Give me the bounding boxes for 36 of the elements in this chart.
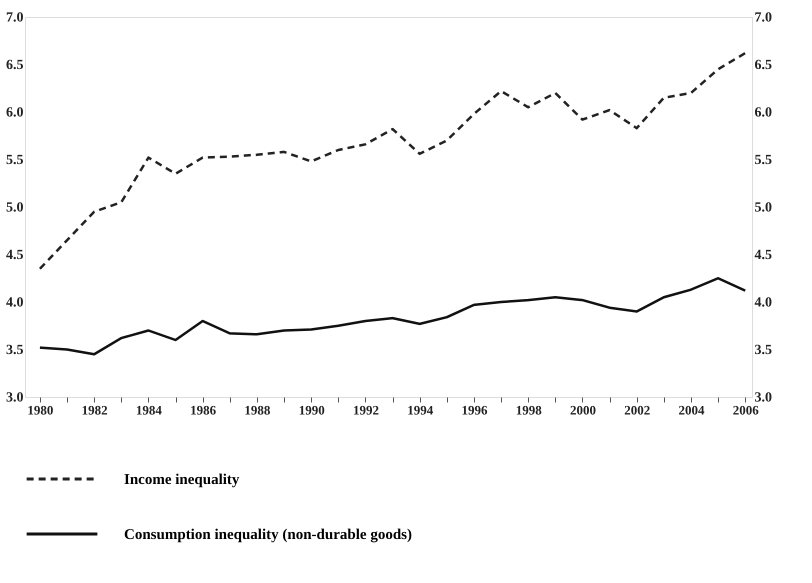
legend-label: Consumption inequality (non-durable goods) (124, 527, 412, 543)
y-tick-label: 5.0 (6, 200, 24, 216)
y-tick-label: 5.5 (6, 153, 24, 168)
x-tick-label: 1994 (407, 402, 434, 418)
x-tick-label: 1996 (461, 402, 488, 418)
x-tick-label: 1988 (244, 402, 271, 418)
y-tick-label: 4.0 (6, 296, 24, 310)
x-tick-label: 1990 (298, 402, 325, 418)
y-tick-label: 3.0 (6, 390, 24, 406)
x-tick-label: 1980 (27, 402, 54, 418)
y2-tick-label: 5.5 (754, 153, 772, 168)
x-tick-label: 2004 (678, 402, 705, 418)
y2-tick-label: 3.0 (754, 390, 772, 406)
y2-tick-label: 4.0 (754, 296, 772, 310)
x-tick-label: 1984 (136, 402, 162, 418)
x-tick-label: 2002 (624, 402, 650, 418)
x-tick-label: 1982 (82, 402, 108, 418)
x-tick-label: 2006 (732, 402, 760, 418)
line-series (38, 52, 746, 270)
y-tick-label: 3.5 (6, 343, 24, 358)
y-tick-label: 6.0 (6, 106, 24, 120)
x-tick-label: 1986 (190, 402, 217, 418)
y-tick-label: 4.5 (6, 248, 24, 263)
y-tick-label: 7.0 (6, 10, 24, 26)
x-tick-label: 1998 (516, 402, 542, 418)
y-tick-label: 6.5 (6, 58, 24, 73)
y2-tick-label: 7.0 (754, 10, 772, 26)
x-tick-label: 1992 (352, 402, 379, 418)
y2-tick-label: 6.5 (754, 58, 772, 73)
y2-tick-label: 6.0 (754, 106, 772, 120)
y2-tick-label: 5.0 (754, 200, 772, 216)
legend-label: Income inequality (124, 472, 240, 488)
x-tick-label: 2000 (570, 402, 596, 418)
y2-tick-label: 4.5 (754, 248, 772, 263)
y2-tick-label: 3.5 (754, 343, 772, 358)
line-series (38, 277, 746, 356)
